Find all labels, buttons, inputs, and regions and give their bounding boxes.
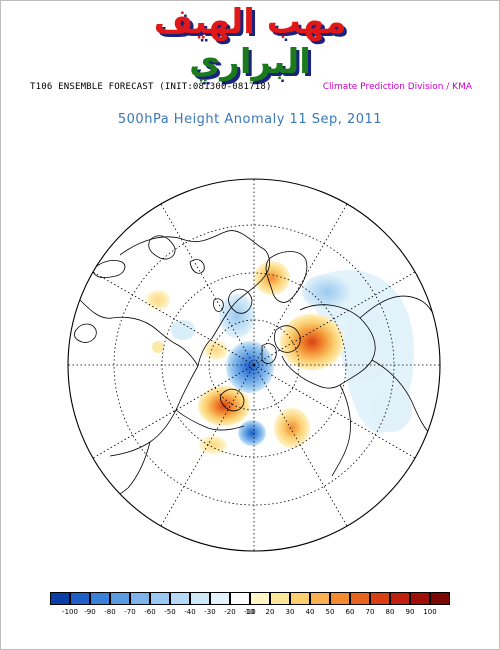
logo-line-2: البراري: [189, 42, 311, 82]
anomaly-shading: [68, 179, 440, 551]
color-scale-label: -50: [164, 608, 176, 616]
color-scale-swatch: [370, 592, 390, 605]
color-scale-swatch: [410, 592, 430, 605]
forecast-info: T106 ENSEMBLE FORECAST (INIT:081300-0817…: [30, 82, 272, 92]
color-scale-label: -60: [144, 608, 156, 616]
color-scale-label: 50: [325, 608, 335, 616]
color-scale-swatch: [150, 592, 170, 605]
color-scale-swatch: [50, 592, 70, 605]
color-scale-label: -90: [84, 608, 96, 616]
color-scale-label: -40: [184, 608, 196, 616]
color-scale-swatch: [230, 592, 250, 605]
color-scale-swatch: [250, 592, 270, 605]
color-scale-label: -100: [62, 608, 78, 616]
color-scale-label: 40: [305, 608, 315, 616]
color-scale-label: -30: [204, 608, 216, 616]
map-title: 500hPa Height Anomaly 11 Sep, 2011: [117, 112, 383, 127]
coastlines: [74, 230, 440, 509]
color-scale-label: 60: [345, 608, 355, 616]
color-scale-swatch: [210, 592, 230, 605]
color-scale-label: 10: [245, 608, 255, 616]
color-scale-label: -20: [224, 608, 236, 616]
color-scale-swatch: [310, 592, 330, 605]
color-scale-label: -70: [124, 608, 136, 616]
color-scale-label: -10: [244, 608, 256, 616]
color-scale-swatch: [190, 592, 210, 605]
color-scale-label: 100: [423, 608, 437, 616]
color-scale-swatch: [170, 592, 190, 605]
color-scale-label: 20: [265, 608, 275, 616]
color-scale-swatch: [290, 592, 310, 605]
graticule: [68, 179, 440, 551]
color-scale-label: 90: [405, 608, 415, 616]
color-scale-label: 80: [385, 608, 395, 616]
color-scale-swatch: [350, 592, 370, 605]
color-scale-swatch: [90, 592, 110, 605]
logo-line-1: مهب الهيف: [153, 2, 347, 42]
color-scale-swatch: [430, 592, 450, 605]
color-scale-swatch: [110, 592, 130, 605]
color-scale-swatch: [330, 592, 350, 605]
color-scale-swatch: [130, 592, 150, 605]
color-scale-label: -80: [104, 608, 116, 616]
color-scale-swatch: [390, 592, 410, 605]
color-scale-swatch: [70, 592, 90, 605]
color-scale-label: 70: [365, 608, 375, 616]
color-scale-swatch: [270, 592, 290, 605]
color-scale-label: 30: [285, 608, 295, 616]
map-boundary: [67, 178, 441, 552]
agency-credit: Climate Prediction Division / KMA: [322, 82, 472, 92]
